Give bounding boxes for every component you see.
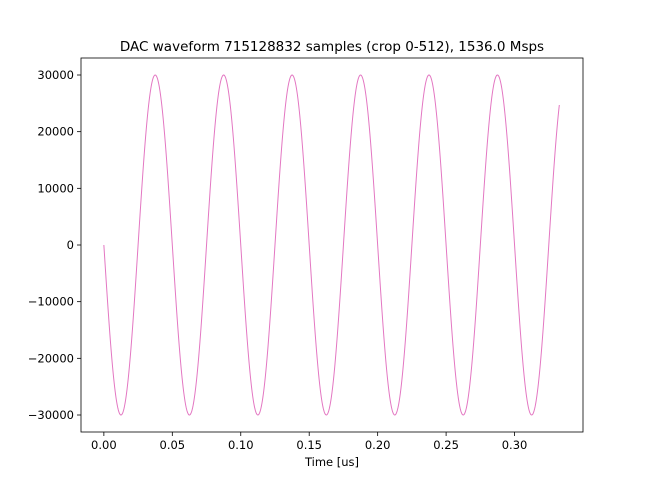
y-tick-label: −10000 xyxy=(28,295,74,309)
y-tick-label: −30000 xyxy=(28,408,74,422)
y-tick-label: 10000 xyxy=(37,181,74,195)
x-tick-label: 0.25 xyxy=(433,438,459,452)
x-tick-label: 0.30 xyxy=(502,438,528,452)
x-tick-label: 0.15 xyxy=(296,438,322,452)
x-tick-label: 0.05 xyxy=(160,438,186,452)
series-line-0 xyxy=(103,74,560,416)
x-axis: 0.00 0.05 0.10 0.15 0.20 0.25 0.30 xyxy=(91,432,527,452)
x-tick-label: 0.20 xyxy=(365,438,391,452)
x-tick-label: 0.00 xyxy=(91,438,117,452)
y-tick-label: 30000 xyxy=(37,68,74,82)
y-tick-label: 0 xyxy=(67,238,74,252)
y-tick-label: −20000 xyxy=(28,351,74,365)
chart-title: DAC waveform 715128832 samples (crop 0-5… xyxy=(120,39,544,55)
x-axis-label: Time [us] xyxy=(304,455,359,469)
x-tick-label: 0.10 xyxy=(228,438,254,452)
y-tick-label: 20000 xyxy=(37,125,74,139)
y-axis: −30000 −20000 −10000 0 10000 20000 30000 xyxy=(28,68,81,422)
